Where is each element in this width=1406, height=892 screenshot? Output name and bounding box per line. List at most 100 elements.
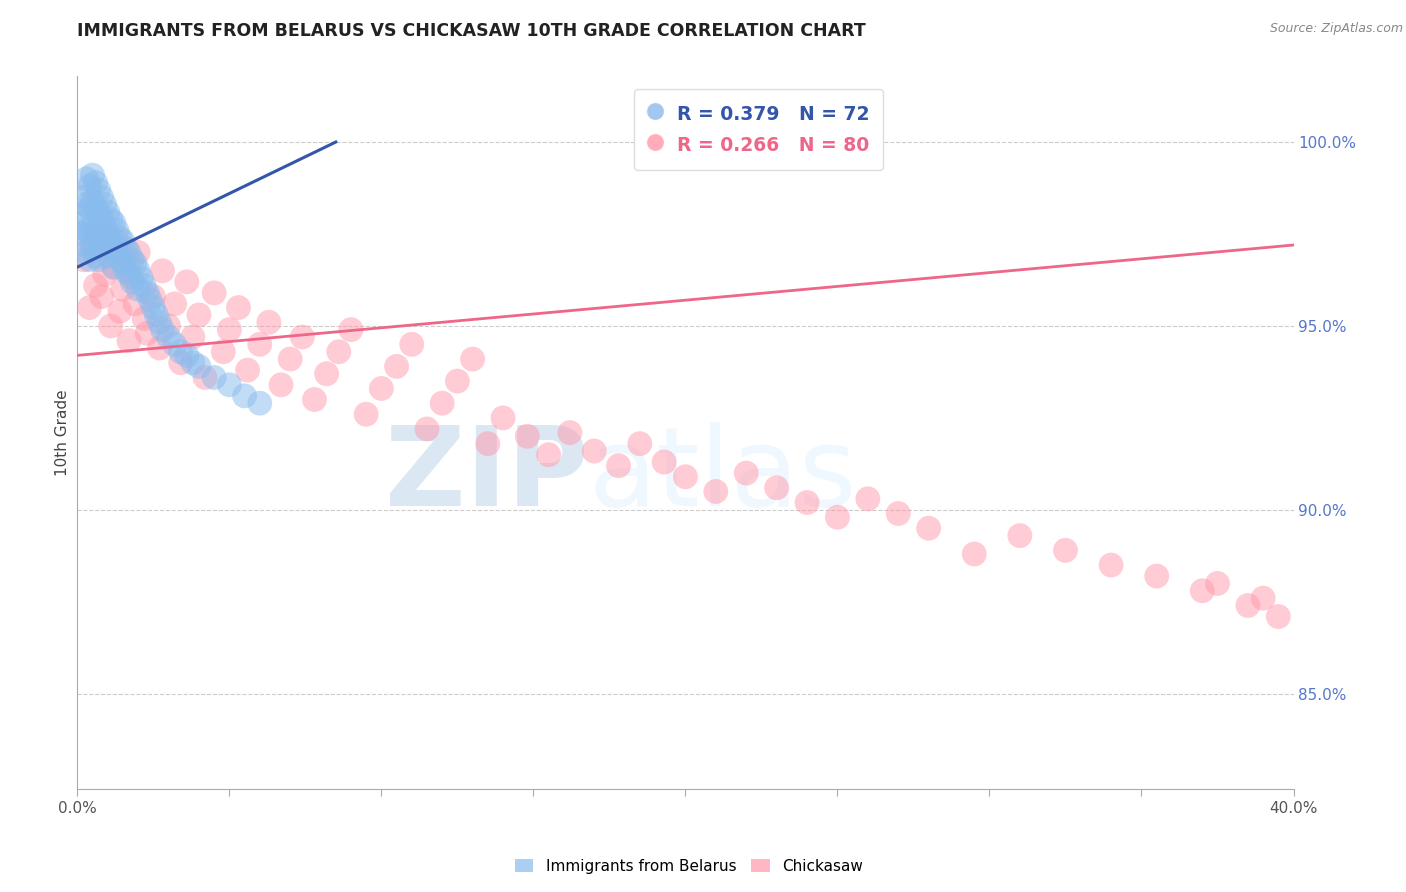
Point — [278, 352, 301, 367]
Point — [202, 370, 225, 384]
Point — [477, 436, 499, 450]
Point — [87, 252, 110, 267]
Point — [69, 227, 91, 241]
Point — [1237, 599, 1260, 613]
Point — [105, 245, 128, 260]
Point — [79, 252, 101, 267]
Point — [93, 242, 115, 256]
Point — [124, 297, 146, 311]
Text: atlas: atlas — [588, 422, 856, 529]
Point — [516, 429, 538, 443]
Point — [163, 337, 186, 351]
Point — [127, 264, 149, 278]
Point — [118, 268, 141, 282]
Point — [97, 249, 120, 263]
Point — [90, 238, 112, 252]
Point — [652, 455, 675, 469]
Point — [93, 197, 115, 211]
Point — [176, 275, 198, 289]
Point — [446, 374, 468, 388]
Point — [75, 171, 97, 186]
Point — [249, 337, 271, 351]
Point — [142, 289, 165, 303]
Point — [115, 256, 138, 270]
Point — [115, 242, 138, 256]
Point — [82, 219, 104, 234]
Point — [142, 301, 165, 315]
Point — [233, 389, 256, 403]
Point — [124, 256, 146, 270]
Point — [212, 344, 235, 359]
Point — [181, 330, 204, 344]
Point — [90, 190, 112, 204]
Point — [704, 484, 727, 499]
Point — [136, 326, 159, 341]
Point — [432, 396, 454, 410]
Point — [72, 190, 94, 204]
Point — [176, 348, 198, 362]
Point — [97, 242, 120, 256]
Point — [354, 407, 377, 421]
Point — [90, 212, 112, 227]
Point — [90, 289, 112, 303]
Point — [188, 359, 211, 374]
Point — [111, 282, 134, 296]
Point — [218, 377, 240, 392]
Text: Source: ZipAtlas.com: Source: ZipAtlas.com — [1270, 22, 1403, 36]
Point — [87, 205, 110, 219]
Point — [218, 323, 240, 337]
Point — [75, 223, 97, 237]
Point — [84, 201, 107, 215]
Point — [84, 227, 107, 241]
Point — [152, 264, 174, 278]
Point — [111, 235, 134, 249]
Point — [328, 344, 350, 359]
Point — [84, 249, 107, 263]
Point — [79, 179, 101, 194]
Point — [108, 304, 131, 318]
Point — [75, 197, 97, 211]
Point — [87, 230, 110, 244]
Point — [87, 183, 110, 197]
Point — [121, 275, 143, 289]
Point — [108, 252, 131, 267]
Point — [628, 436, 651, 450]
Point — [148, 315, 170, 329]
Point — [105, 235, 128, 249]
Point — [170, 344, 193, 359]
Point — [115, 264, 138, 278]
Point — [79, 201, 101, 215]
Text: ZIP: ZIP — [385, 422, 588, 529]
Point — [163, 297, 186, 311]
Point — [139, 293, 162, 308]
Point — [887, 507, 910, 521]
Point — [270, 377, 292, 392]
Point — [100, 212, 122, 227]
Point — [82, 238, 104, 252]
Point — [304, 392, 326, 407]
Point — [121, 271, 143, 285]
Point — [1146, 569, 1168, 583]
Point — [765, 481, 787, 495]
Point — [152, 323, 174, 337]
Point — [461, 352, 484, 367]
Point — [401, 337, 423, 351]
Point — [118, 334, 141, 348]
Point — [105, 223, 128, 237]
Point — [72, 252, 94, 267]
Point — [249, 396, 271, 410]
Point — [93, 268, 115, 282]
Point — [97, 205, 120, 219]
Point — [291, 330, 314, 344]
Point — [735, 466, 758, 480]
Point — [82, 242, 104, 256]
Point — [1206, 576, 1229, 591]
Point — [416, 422, 439, 436]
Point — [236, 363, 259, 377]
Point — [856, 491, 879, 506]
Point — [134, 278, 156, 293]
Point — [69, 209, 91, 223]
Y-axis label: 10th Grade: 10th Grade — [55, 389, 70, 476]
Point — [607, 458, 630, 473]
Point — [103, 238, 125, 252]
